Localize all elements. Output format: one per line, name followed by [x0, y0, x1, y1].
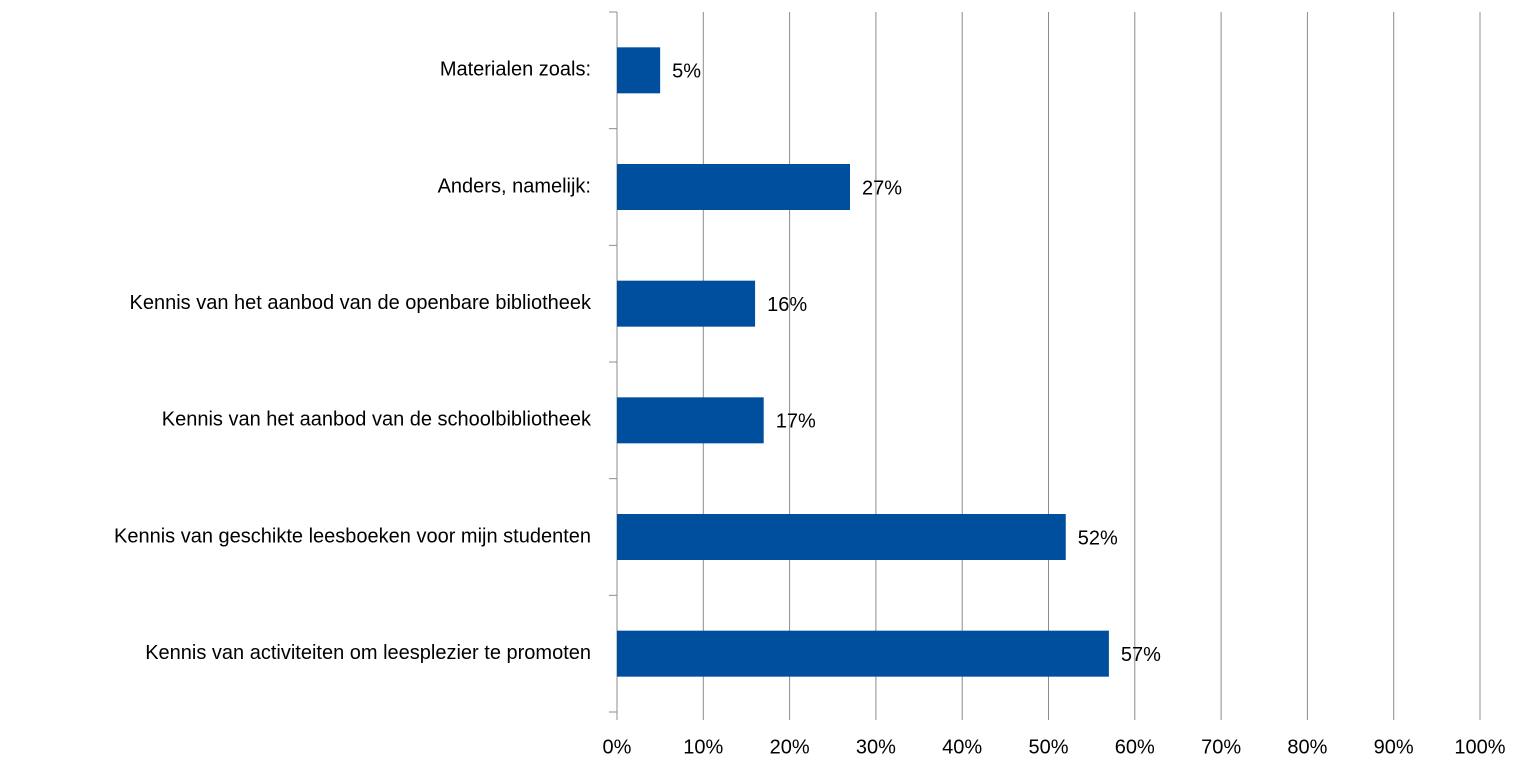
x-tick-label: 60% [1115, 736, 1155, 758]
y-tick-label: Kennis van geschikte leesboeken voor mij… [114, 525, 591, 547]
y-tick-label: Kennis van het aanbod van de schoolbibli… [162, 409, 592, 431]
bar [617, 630, 1109, 677]
x-tick-label: 20% [770, 736, 810, 758]
x-tick-label: 40% [942, 736, 982, 758]
y-tick-label: Materialen zoals: [440, 59, 591, 81]
bar [617, 164, 851, 210]
value-label: 17% [776, 411, 816, 433]
bar [617, 280, 756, 327]
bar [617, 514, 1066, 560]
value-label: 27% [862, 177, 902, 199]
x-tick-label: 10% [683, 736, 723, 758]
x-tick-label: 50% [1028, 736, 1068, 758]
x-tick-label: 0% [603, 736, 632, 758]
y-tick-label: Kennis van het aanbod van de openbare bi… [130, 292, 592, 314]
value-label: 57% [1121, 644, 1161, 666]
x-tick-label: 90% [1374, 736, 1414, 758]
x-tick-label: 70% [1201, 736, 1241, 758]
value-label: 16% [767, 294, 807, 316]
x-tick-label: 100% [1454, 736, 1505, 758]
bar [617, 47, 661, 94]
y-tick-label: Anders, namelijk: [438, 175, 591, 197]
value-label: 5% [672, 61, 701, 83]
y-tick-label: Kennis van activiteiten om leesplezier t… [145, 642, 591, 664]
value-label: 52% [1078, 527, 1118, 549]
bar [617, 397, 764, 444]
x-tick-label: 30% [856, 736, 896, 758]
x-tick-label: 80% [1287, 736, 1327, 758]
